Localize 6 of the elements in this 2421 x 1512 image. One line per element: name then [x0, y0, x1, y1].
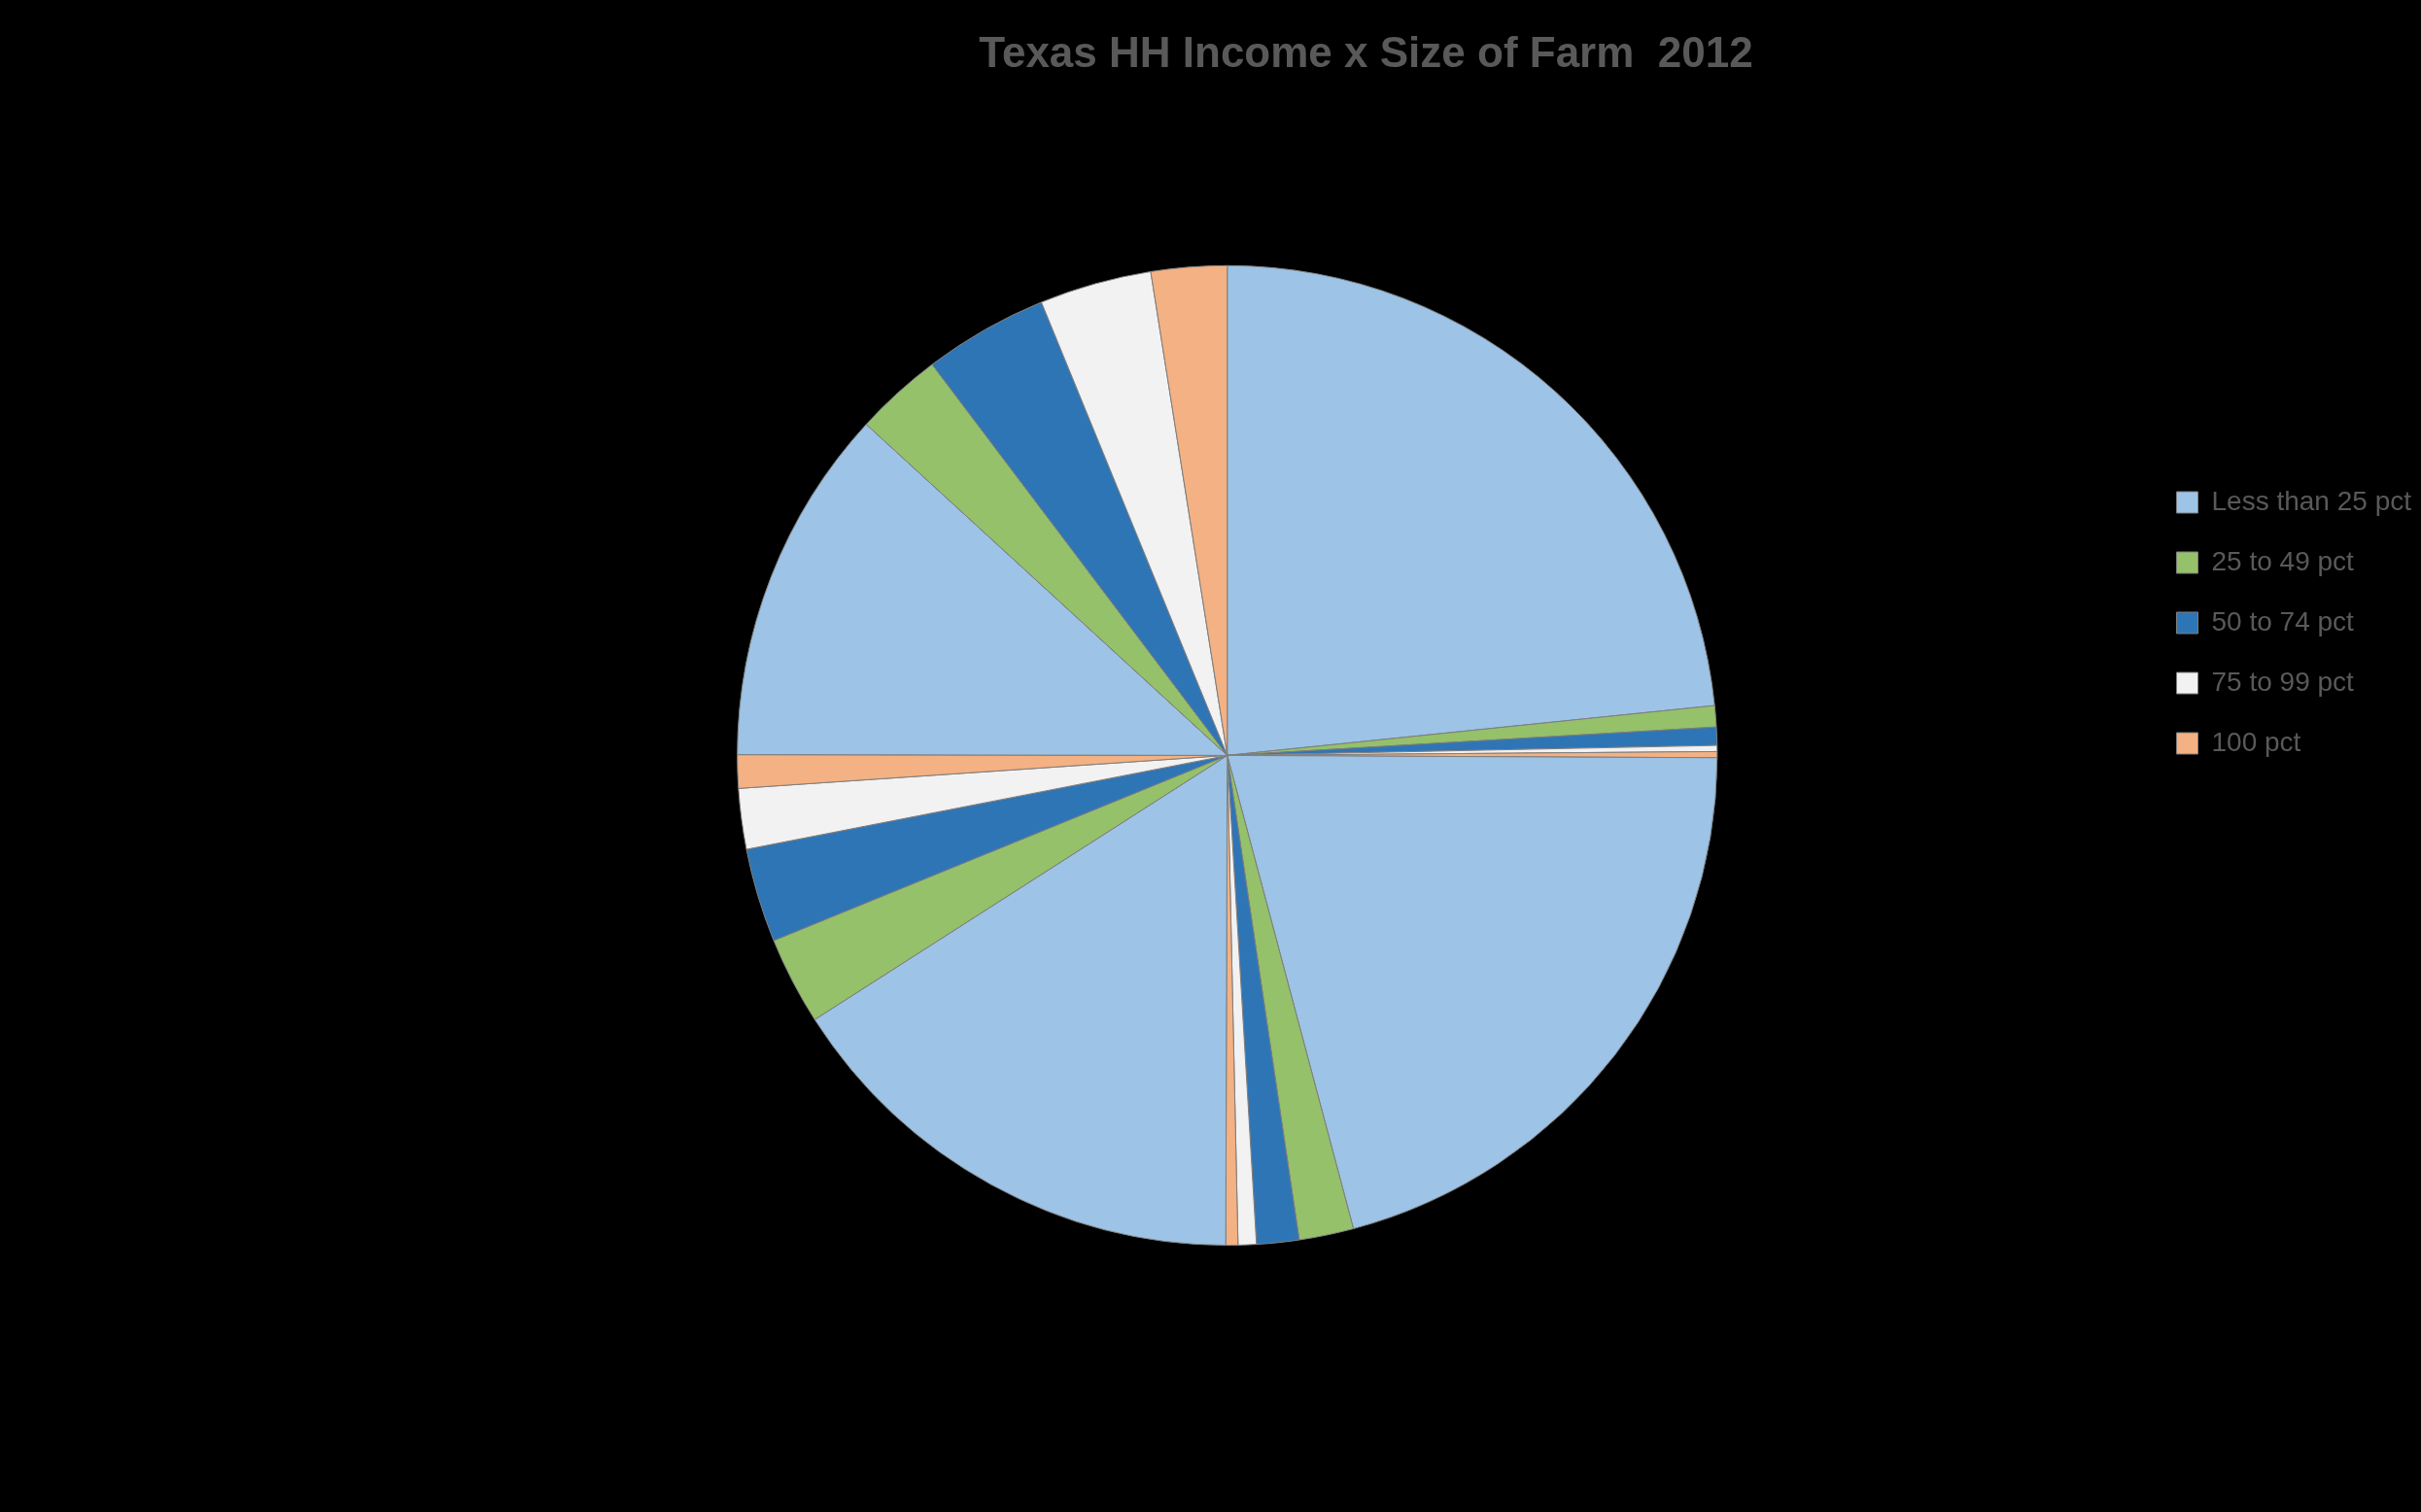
chart-title: Texas HH Income x Size of Farm 2012	[979, 27, 1753, 76]
legend-label: 25 to 49 pct	[2211, 545, 2355, 576]
legend-label: 50 to 74 pct	[2211, 605, 2355, 636]
legend-label: 75 to 99 pct	[2211, 666, 2355, 697]
legend-label: 100 pct	[2211, 726, 2301, 757]
legend-label: Less than 25 pct	[2211, 485, 2412, 516]
